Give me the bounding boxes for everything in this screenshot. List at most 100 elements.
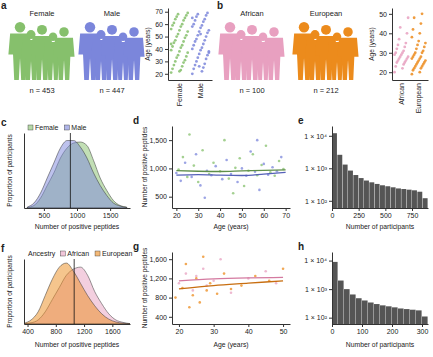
bar <box>380 185 385 208</box>
count-label: n = 100 <box>239 86 264 95</box>
tick: 1 × 10⁴ <box>304 257 332 264</box>
tick: 70 <box>155 8 168 15</box>
point <box>205 289 208 292</box>
point <box>179 46 182 49</box>
point <box>221 178 224 181</box>
point <box>395 47 398 50</box>
bar <box>343 165 348 208</box>
tick: 20 <box>176 324 184 335</box>
bar <box>380 305 386 324</box>
strip-panel: AfricanEuropean20304050Age (years) <box>368 9 429 114</box>
tick-label: 100 <box>357 328 369 335</box>
y-axis-title: Proportion of participants <box>6 134 14 207</box>
x-axis: 50010001500 <box>25 208 131 219</box>
point <box>186 30 189 33</box>
point <box>413 16 416 19</box>
point <box>184 17 187 20</box>
icon-body <box>53 38 74 80</box>
y-axis: 4008001,2001,600 <box>149 253 172 325</box>
tick: 400 <box>155 314 172 321</box>
point <box>195 275 198 278</box>
icon-head <box>107 25 117 35</box>
panel-label: c <box>1 117 7 128</box>
tick-label: 1600 <box>105 328 121 335</box>
scatter-panel: 2030405060705001,0001,500dAge (years)Num… <box>133 115 291 231</box>
x-axis: 40080012001600 <box>22 324 130 335</box>
bar <box>368 303 374 324</box>
point <box>241 167 244 170</box>
point <box>179 180 182 183</box>
tick-mark <box>283 324 284 327</box>
density-panel: 50010001500cNumber of positive peptidesP… <box>1 117 131 231</box>
axis-line <box>169 80 213 81</box>
y-axis: 203040506070 <box>155 8 168 80</box>
tick-label: 1,500 <box>149 137 167 144</box>
tick-mark <box>329 318 332 319</box>
bar <box>374 304 380 324</box>
histogram-panel: 01002003001 × 10²1 × 10³1 × 10⁴hNumber o… <box>298 241 429 349</box>
point <box>256 139 259 142</box>
point <box>184 161 187 164</box>
point <box>278 160 281 163</box>
point <box>178 282 181 285</box>
tick-label: 800 <box>155 294 167 301</box>
tick-mark <box>389 33 392 34</box>
bar <box>422 316 428 324</box>
y-axis: 1 × 10²1 × 10³1 × 10⁴ <box>304 253 332 325</box>
tick-label: 40 <box>245 328 253 335</box>
bar <box>401 189 406 208</box>
category-label: European <box>310 9 343 18</box>
tick: 40 <box>379 30 392 37</box>
point <box>177 33 180 36</box>
point <box>258 189 261 192</box>
tick-mark <box>264 208 265 211</box>
y-axis: 1 × 10²1 × 10³1 × 10⁴ <box>304 127 332 209</box>
tick: Female <box>176 83 183 106</box>
tick-label: 800 <box>50 328 62 335</box>
bar <box>375 184 380 208</box>
tick-mark <box>392 324 393 327</box>
bar <box>392 307 398 324</box>
point <box>407 55 410 58</box>
tick: 50 <box>379 11 392 18</box>
tick: 1,000 <box>149 165 172 172</box>
legend-title: Ancestry <box>28 250 56 258</box>
bar <box>423 198 428 208</box>
tick-label: 1200 <box>77 328 93 335</box>
tick-label: 20 <box>379 69 387 76</box>
panel-label: d <box>133 115 139 126</box>
plot-area <box>332 262 428 324</box>
strip-panel: FemaleMale203040506070Age (years) <box>144 8 213 106</box>
tick-label: 500 <box>39 212 51 219</box>
bar <box>404 309 410 324</box>
tick: Male <box>197 83 204 98</box>
axis-line <box>172 253 173 325</box>
point <box>184 36 187 39</box>
tick: 60 <box>260 208 268 219</box>
point <box>394 65 397 68</box>
point <box>418 71 421 74</box>
tick-mark <box>359 208 360 211</box>
point <box>214 165 217 168</box>
axis-line <box>173 208 291 209</box>
legend-swatch <box>28 125 33 130</box>
tick-label: 20 <box>173 212 181 219</box>
bar <box>410 310 416 324</box>
point <box>394 51 397 54</box>
tick: African <box>398 83 405 105</box>
point <box>185 263 188 266</box>
density-panel: 40080012001600fNumber of positive peptid… <box>1 243 132 349</box>
tick-mark <box>165 49 168 50</box>
point <box>225 159 228 162</box>
bar <box>391 187 396 208</box>
tick-mark <box>179 324 180 327</box>
point <box>209 282 212 285</box>
tick: 500 <box>380 208 392 219</box>
icon-head <box>299 22 309 32</box>
y-axis-title: Proportion of participants <box>6 255 14 328</box>
tick-mark <box>422 324 423 327</box>
point <box>194 19 197 22</box>
point <box>418 32 421 35</box>
point <box>397 44 400 47</box>
tick-label: 40 <box>379 30 387 37</box>
